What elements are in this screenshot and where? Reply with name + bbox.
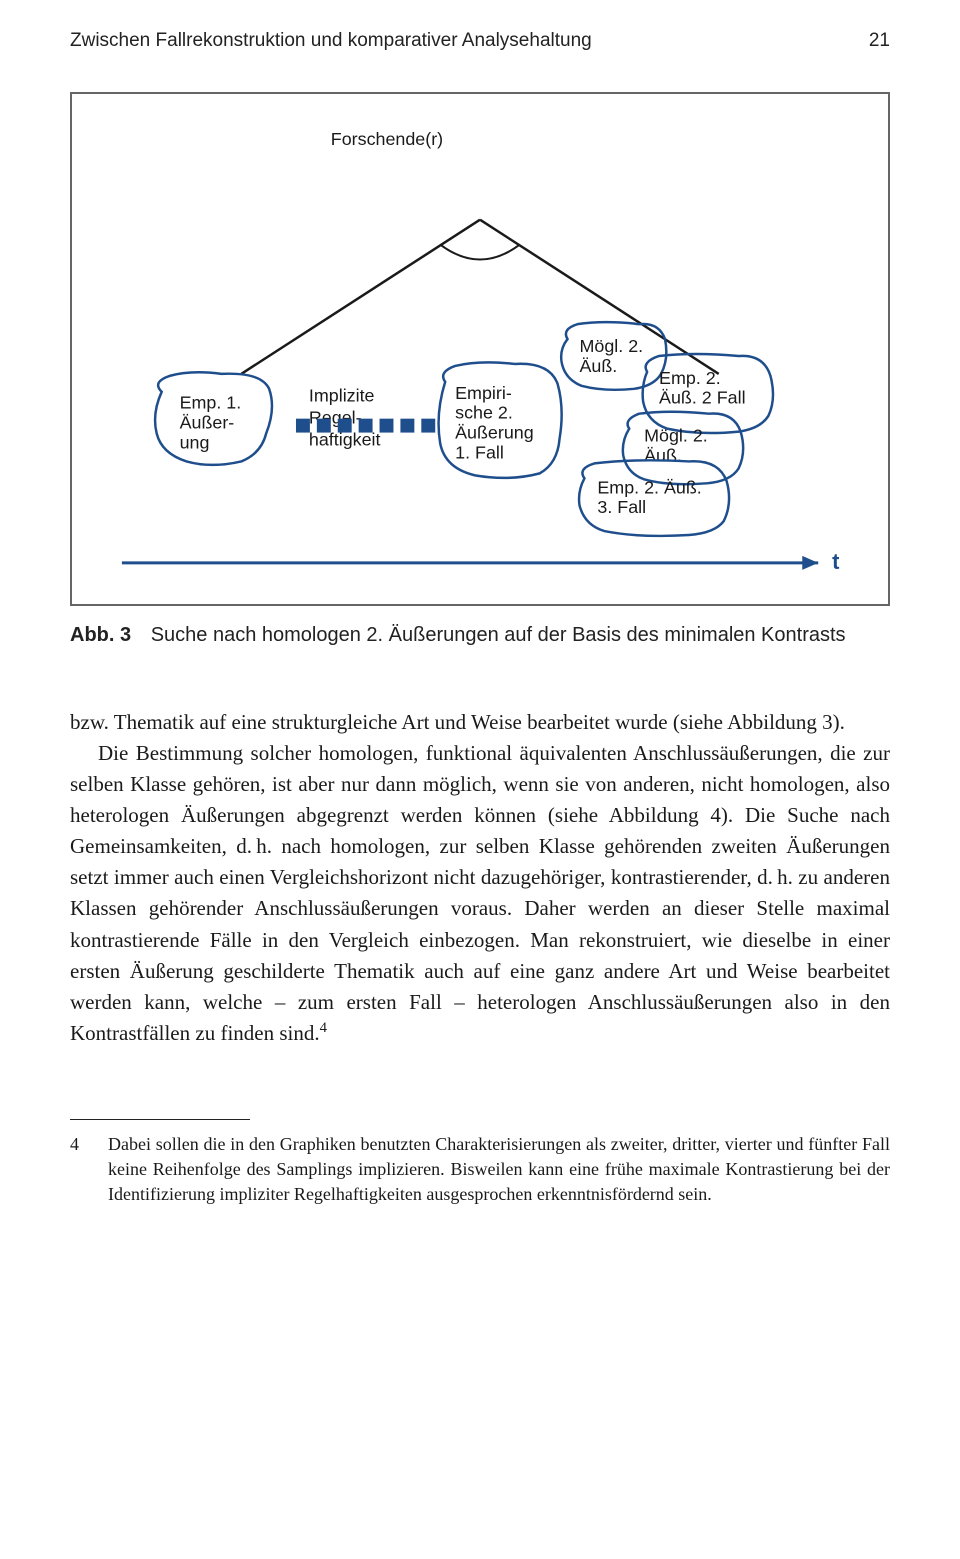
svg-text:Implizite: Implizite — [309, 386, 375, 406]
caption-text: Suche nach homologen 2. Äußerungen auf d… — [151, 624, 846, 646]
svg-text:Äußer-: Äußer- — [180, 413, 235, 433]
svg-text:Forschende(r): Forschende(r) — [331, 129, 443, 149]
svg-text:Mögl. 2.: Mögl. 2. — [644, 426, 708, 446]
svg-text:Regel-: Regel- — [309, 408, 362, 428]
footnote-ref: 4 — [320, 1020, 327, 1036]
caption-label: Abb. 3 — [70, 624, 131, 646]
page-number: 21 — [869, 30, 890, 52]
figure-caption: Abb. 3 Suche nach homologen 2. Äußerunge… — [70, 624, 890, 647]
footnote-number: 4 — [70, 1132, 108, 1206]
svg-text:sche 2.: sche 2. — [455, 403, 513, 423]
running-head: Zwischen Fallrekonstruktion und komparat… — [70, 30, 890, 52]
svg-text:Äuß.: Äuß. — [644, 445, 682, 465]
svg-text:3. Fall: 3. Fall — [597, 497, 646, 517]
svg-text:1. Fall: 1. Fall — [455, 442, 504, 462]
paragraph-1: bzw. Thematik auf eine strukturgleiche A… — [70, 707, 890, 738]
svg-text:Emp. 2.: Emp. 2. — [659, 368, 721, 388]
svg-text:Äuß. 2 Fall: Äuß. 2 Fall — [659, 388, 746, 408]
svg-text:t: t — [832, 549, 840, 574]
svg-text:Mögl. 2.: Mögl. 2. — [579, 336, 643, 356]
svg-text:ung: ung — [180, 433, 210, 453]
svg-text:Emp. 1.: Emp. 1. — [180, 393, 242, 413]
svg-text:Äußerung: Äußerung — [455, 423, 534, 443]
figure-3: Forschende(r) Emp. 1.Äußer-ung Empiri-sche… — [70, 92, 890, 606]
footnote-rule — [70, 1119, 250, 1120]
figure-svg: Forschende(r) Emp. 1.Äußer-ung Empiri-sche… — [102, 124, 858, 584]
svg-text:Äuß.: Äuß. — [579, 356, 617, 376]
svg-text:Empiri-: Empiri- — [455, 383, 512, 403]
running-title: Zwischen Fallrekonstruktion und komparat… — [70, 30, 592, 52]
svg-text:Emp. 2. Äuß.: Emp. 2. Äuß. — [597, 477, 701, 497]
paragraph-2: Die Bestimmung solcher homologen, funkti… — [70, 738, 890, 1049]
footnote-4: 4 Dabei sollen die in den Graphiken benu… — [70, 1132, 890, 1206]
footnote-text: Dabei sollen die in den Graphiken benutz… — [108, 1132, 890, 1206]
body-text: bzw. Thematik auf eine strukturgleiche A… — [70, 707, 890, 1049]
page: Zwischen Fallrekonstruktion und komparat… — [0, 0, 960, 1246]
